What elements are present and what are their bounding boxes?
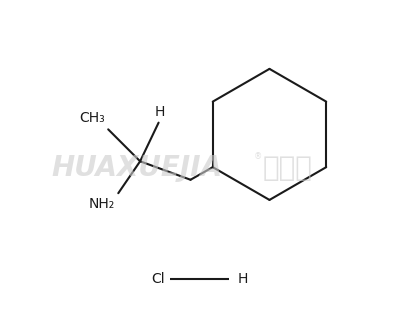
Text: CH₃: CH₃ xyxy=(79,111,105,125)
Text: 化学加: 化学加 xyxy=(263,154,313,182)
Text: NH₂: NH₂ xyxy=(89,197,115,211)
Text: ®: ® xyxy=(255,152,263,161)
Text: HUAXUEJIA: HUAXUEJIA xyxy=(51,154,222,182)
Text: H: H xyxy=(237,272,248,286)
Text: H: H xyxy=(155,105,166,119)
Text: Cl: Cl xyxy=(152,272,166,286)
